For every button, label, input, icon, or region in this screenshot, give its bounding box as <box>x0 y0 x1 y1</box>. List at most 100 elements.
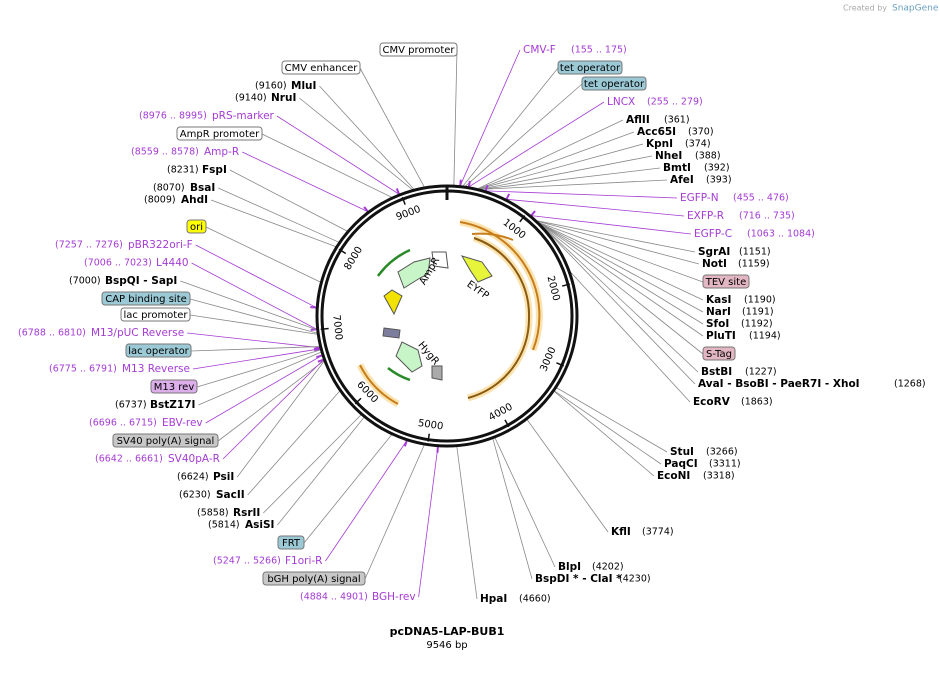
feature-label: TEV site <box>705 277 747 288</box>
enzyme-name: AvaI - BsoBI - PaeR7I - XhoI <box>698 378 860 390</box>
leader-line <box>218 187 339 243</box>
arc <box>376 248 411 277</box>
leader-line <box>263 414 362 514</box>
primer-tick <box>484 184 489 192</box>
primer-tick <box>530 210 536 217</box>
enzyme-name: PluTI <box>706 330 736 342</box>
site-position: (1192) <box>741 319 773 330</box>
arc <box>467 237 531 399</box>
leader-line <box>453 49 458 186</box>
feature-label: AmpR promoter <box>180 129 260 140</box>
site-position: (8231) <box>167 165 199 176</box>
feature-label: S-Tag <box>706 349 732 360</box>
primer-tick <box>316 354 323 359</box>
site-position: (3266) <box>706 447 738 458</box>
ring-label: 7000 <box>330 314 344 340</box>
leader-line <box>456 446 478 600</box>
site-position: (6642 .. 6661) <box>95 454 163 465</box>
primer-tick <box>363 206 369 213</box>
feature-box <box>125 343 192 358</box>
arc <box>359 364 399 405</box>
enzyme-name: MluI <box>291 80 316 92</box>
site-position: (1268) <box>894 379 926 390</box>
primer-name: L4440 <box>156 257 189 269</box>
enzyme-name: HpaI <box>480 593 507 605</box>
enzyme-name: BstZ17I <box>150 399 195 411</box>
enzyme-name: PsiI <box>213 471 234 483</box>
site-position: (5814) <box>208 520 240 531</box>
enzyme-name: FspI <box>202 164 227 176</box>
feature-label: bGH poly(A) signal <box>267 574 360 585</box>
leader-line <box>526 419 609 533</box>
site-position: (3318) <box>703 471 735 482</box>
enzyme-name: NarI <box>706 306 731 318</box>
enzyme-name: StuI <box>670 446 694 458</box>
leader-line <box>242 151 368 213</box>
feature-box <box>120 307 191 322</box>
leader-line <box>303 434 392 544</box>
leader-line <box>198 351 322 406</box>
leader-line <box>217 360 325 442</box>
hygr-arrow <box>395 341 423 373</box>
primer-name: EBV-rev <box>162 417 203 429</box>
leader-line <box>364 444 425 580</box>
site-position: (455 .. 476) <box>733 193 789 204</box>
primer-tick <box>459 179 462 186</box>
feature-label: M13 rev <box>154 382 195 393</box>
plasmid-name: pcDNA5-LAP-BUB1 <box>390 625 505 638</box>
feature-box <box>101 291 191 306</box>
leader-line <box>538 222 704 283</box>
enzyme-name: RsrII <box>233 507 260 519</box>
primer-name: EGFP-N <box>680 192 719 204</box>
primer-tick <box>505 193 511 200</box>
primer-tick <box>403 440 408 447</box>
enzyme-name: SacII <box>216 489 245 501</box>
feature-label: ori <box>190 222 203 233</box>
leader-line <box>187 332 320 349</box>
enzyme-name: KflI <box>611 526 631 538</box>
site-position: (1190) <box>744 295 776 306</box>
leader-lines <box>180 49 704 600</box>
credit: Created by <box>843 4 887 13</box>
leader-line <box>236 360 325 478</box>
feature-label: lac operator <box>128 346 189 357</box>
site-position: (5247 .. 5266) <box>213 556 281 567</box>
ring-tick <box>320 327 329 331</box>
feature-box <box>112 433 219 448</box>
site-position: (8070) <box>153 183 185 194</box>
leader-line <box>570 271 691 403</box>
leader-line <box>189 298 318 334</box>
leader-line <box>180 280 317 331</box>
enzyme-name: SfoI <box>706 318 729 330</box>
feature-box <box>176 126 263 141</box>
leader-line <box>479 155 653 190</box>
leader-line <box>506 198 685 217</box>
leader-line <box>195 244 317 308</box>
site-position: (9160) <box>255 81 287 92</box>
leader-line <box>478 143 644 190</box>
primer-name: SV40pA-R <box>168 453 220 465</box>
site-position: (6696 .. 6715) <box>89 418 157 429</box>
leader-line <box>464 83 583 187</box>
site-position: (1227) <box>745 367 777 378</box>
site-position: (388) <box>695 151 721 162</box>
site-position: (361) <box>664 115 690 126</box>
site-position: (6230) <box>179 490 211 501</box>
ring-tick <box>561 283 571 287</box>
enzyme-name: NruI <box>271 92 296 104</box>
leader-line <box>196 349 321 388</box>
leader-line <box>553 391 655 477</box>
site-position: (155 .. 175) <box>571 45 627 56</box>
primer-tick <box>313 346 321 351</box>
enzyme-name: AhdI <box>181 194 208 206</box>
arc <box>471 232 514 241</box>
site-position: (6775 .. 6791) <box>49 364 117 375</box>
leader-line <box>492 438 533 580</box>
primer-name: M13 Reverse <box>122 363 190 375</box>
enzyme-name: NotI <box>702 258 727 270</box>
leader-line <box>205 355 323 424</box>
leader-line <box>543 227 696 385</box>
primer-tick <box>467 180 471 188</box>
primer-name: F1ori-R <box>285 555 322 567</box>
leader-line <box>191 262 317 330</box>
